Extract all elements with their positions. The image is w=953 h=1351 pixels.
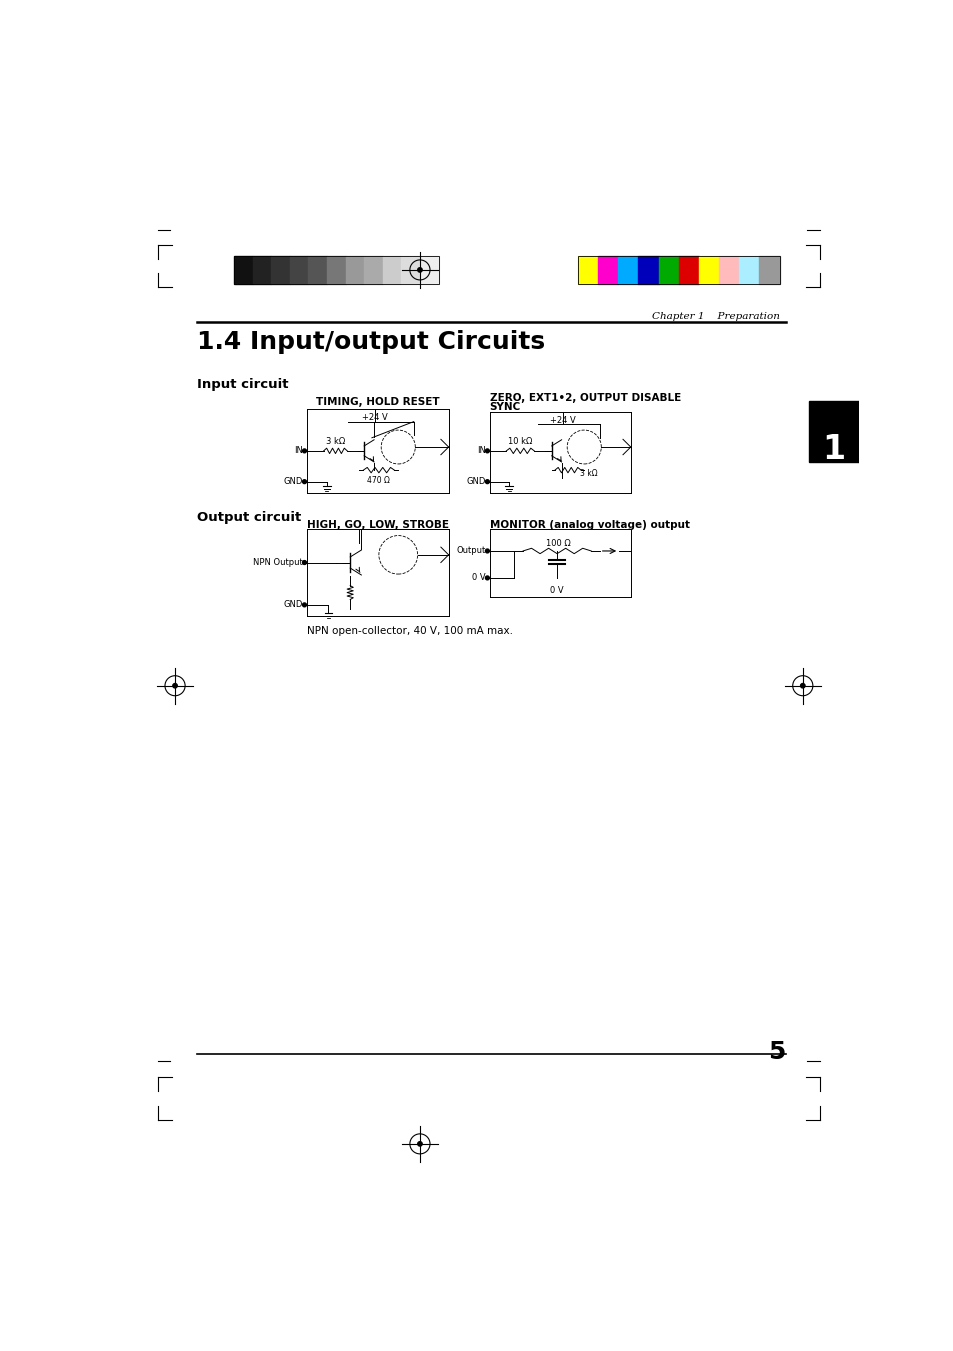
Bar [699,257,719,284]
Text: IN: IN [476,446,485,455]
Circle shape [417,1142,422,1146]
Bar [308,257,327,284]
Text: 0 V: 0 V [550,585,563,594]
Text: Input circuit: Input circuit [196,378,288,390]
Bar [290,257,308,284]
Text: 10 kΩ: 10 kΩ [508,438,532,446]
Bar [578,257,598,284]
Text: Output circuit: Output circuit [196,511,301,524]
Circle shape [800,684,804,688]
Text: 0 V: 0 V [472,573,485,582]
Circle shape [302,480,306,484]
Text: ZERO, EXT1•2, OUTPUT DISABLE: ZERO, EXT1•2, OUTPUT DISABLE [489,393,680,403]
Bar [271,257,290,284]
Text: MONITOR (analog voltage) output: MONITOR (analog voltage) output [489,520,689,530]
Circle shape [485,480,489,484]
Bar [327,257,345,284]
Text: GND: GND [283,477,303,486]
Text: 5: 5 [767,1040,785,1065]
Circle shape [302,603,306,607]
Text: GND: GND [466,477,485,486]
Circle shape [302,561,306,565]
Text: HIGH, GO, LOW, STROBE: HIGH, GO, LOW, STROBE [307,520,448,530]
Text: 3 kΩ: 3 kΩ [579,469,598,478]
Text: 1: 1 [821,434,844,466]
Circle shape [172,684,177,688]
Circle shape [485,549,489,553]
Bar [759,257,779,284]
Text: 3 kΩ: 3 kΩ [326,438,345,446]
Bar [638,257,658,284]
Text: 470 Ω: 470 Ω [367,476,390,485]
Text: IN: IN [294,446,303,455]
Bar [401,257,419,284]
Text: 100 Ω: 100 Ω [546,539,571,549]
Bar [618,257,638,284]
Text: +24 V: +24 V [362,413,388,422]
Bar [364,257,382,284]
Bar [382,257,401,284]
Text: Output: Output [456,546,485,555]
Bar [419,257,438,284]
Text: Chapter 1    Preparation: Chapter 1 Preparation [652,312,780,322]
Bar [658,257,679,284]
Bar [679,257,699,284]
Bar [598,257,618,284]
Bar [739,257,759,284]
Bar [233,257,438,284]
Bar [233,257,253,284]
Bar [719,257,739,284]
Circle shape [302,449,306,453]
Text: 1.4 Input/output Circuits: 1.4 Input/output Circuits [196,330,544,354]
Circle shape [485,576,489,580]
Text: GND: GND [283,600,303,609]
Text: TIMING, HOLD RESET: TIMING, HOLD RESET [315,397,439,407]
Text: SYNC: SYNC [489,403,520,412]
Bar [345,257,364,284]
Text: +24 V: +24 V [549,416,575,426]
Bar [578,257,779,284]
Circle shape [485,449,489,453]
Bar [808,401,858,462]
Circle shape [417,267,422,272]
Bar [253,257,271,284]
Text: NPN Output: NPN Output [253,558,303,567]
Text: NPN open-collector, 40 V, 100 mA max.: NPN open-collector, 40 V, 100 mA max. [307,627,513,636]
